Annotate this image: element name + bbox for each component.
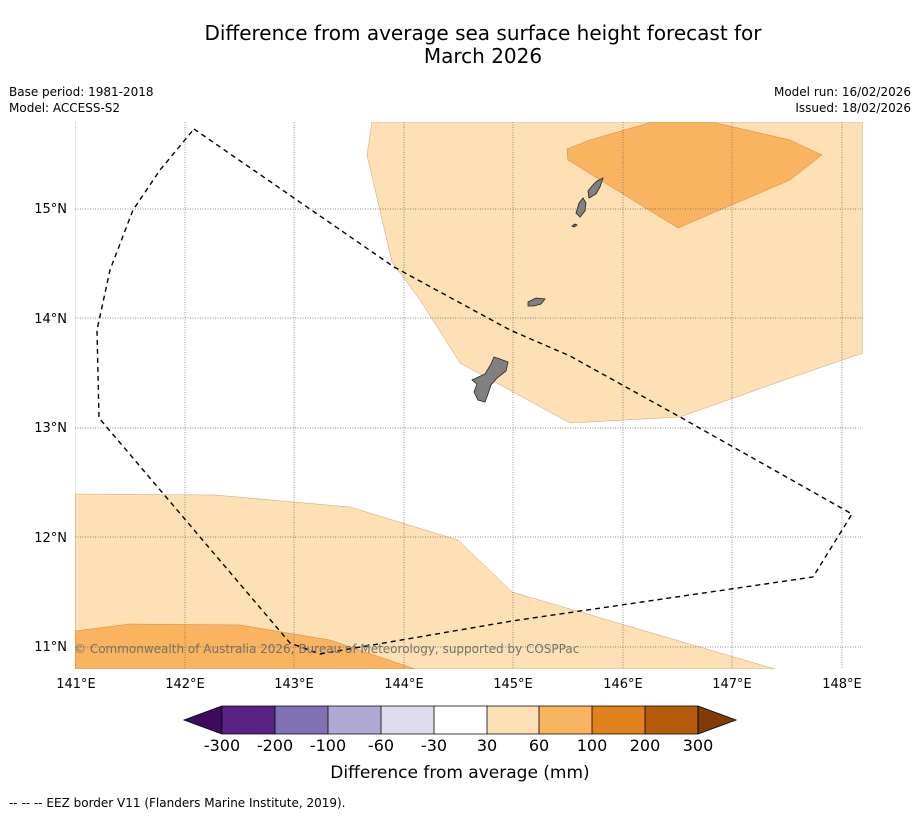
colorbar-segment [592, 706, 645, 734]
lon-label-141: 141°E [56, 677, 96, 692]
colorbar-segment [222, 706, 275, 734]
gridlines [75, 122, 863, 669]
island-saipan [587, 177, 604, 199]
latitude-labels: 15°N 14°N 13°N 12°N 11°N [34, 202, 67, 655]
lon-label-147: 147°E [712, 677, 752, 692]
colorbar-extend-high [697, 705, 738, 735]
island-rota [527, 297, 546, 307]
lon-label-142: 142°E [165, 677, 205, 692]
island-aguijan [571, 223, 578, 228]
meta-right: Model run: 16/02/2026 Issued: 18/02/2026 [774, 84, 911, 116]
colorbar-tick: -60 [368, 736, 394, 755]
base-period: Base period: 1981-2018 [9, 85, 154, 99]
colorbar-segment [487, 706, 539, 734]
colorbar: -300 -200 -100 -60 -30 30 60 100 200 300… [182, 705, 738, 783]
model-name: Model: ACCESS-S2 [9, 101, 121, 115]
lon-label-148: 148°E [822, 677, 862, 692]
lon-label-144: 144°E [384, 677, 424, 692]
lat-label-15: 15°N [34, 202, 67, 217]
colorbar-tick: -30 [421, 736, 447, 755]
title-line-1: Difference from average sea surface heig… [204, 21, 762, 45]
colorbar-tick: 30 [477, 736, 497, 755]
colorbar-segment [645, 706, 698, 734]
colorbar-title: Difference from average (mm) [330, 763, 589, 783]
lat-label-12: 12°N [34, 531, 67, 546]
model-run: Model run: 16/02/2026 [773, 85, 911, 99]
map-area: © Commonwealth of Australia 2026, Bureau… [74, 122, 863, 669]
colorbar-tick: 200 [630, 736, 661, 755]
anomaly-region-southwest-30-60 [75, 493, 776, 669]
colorbar-segment [381, 706, 434, 734]
colorbar-extend-low [182, 705, 223, 735]
colorbar-tick: -100 [310, 736, 346, 755]
lat-label-14: 14°N [34, 312, 67, 327]
colorbar-tick: -300 [204, 736, 240, 755]
longitude-labels: 141°E 142°E 143°E 144°E 145°E 146°E 147°… [56, 677, 862, 692]
eez-legend-note: -- -- -- EEZ border V11 (Flanders Marine… [9, 796, 346, 810]
map-title: Difference from average sea surface heig… [0, 22, 919, 68]
lon-label-143: 143°E [274, 677, 314, 692]
colorbar-segment [434, 706, 487, 734]
issued-date: Issued: 18/02/2026 [795, 101, 911, 115]
lon-label-145: 145°E [493, 677, 533, 692]
colorbar-segment [275, 706, 328, 734]
colorbar-segment [328, 706, 381, 734]
island-tinian [575, 197, 587, 218]
colorbar-tick: 300 [683, 736, 714, 755]
island-guam [471, 356, 509, 403]
colorbar-segment [539, 706, 592, 734]
colorbar-tick: -200 [257, 736, 293, 755]
lon-label-146: 146°E [603, 677, 643, 692]
anomaly-region-northeast-60-100 [566, 122, 823, 229]
lat-label-11: 11°N [34, 640, 67, 655]
title-line-2: March 2026 [423, 44, 543, 68]
colorbar-tick: 60 [529, 736, 549, 755]
lat-label-13: 13°N [34, 421, 67, 436]
colorbar-tick: 100 [577, 736, 608, 755]
copyright-text: © Commonwealth of Australia 2026, Bureau… [74, 642, 579, 656]
land-islands [471, 177, 604, 403]
meta-left: Base period: 1981-2018 Model: ACCESS-S2 [9, 84, 154, 116]
anomaly-region-southwest-60-100 [75, 623, 416, 669]
